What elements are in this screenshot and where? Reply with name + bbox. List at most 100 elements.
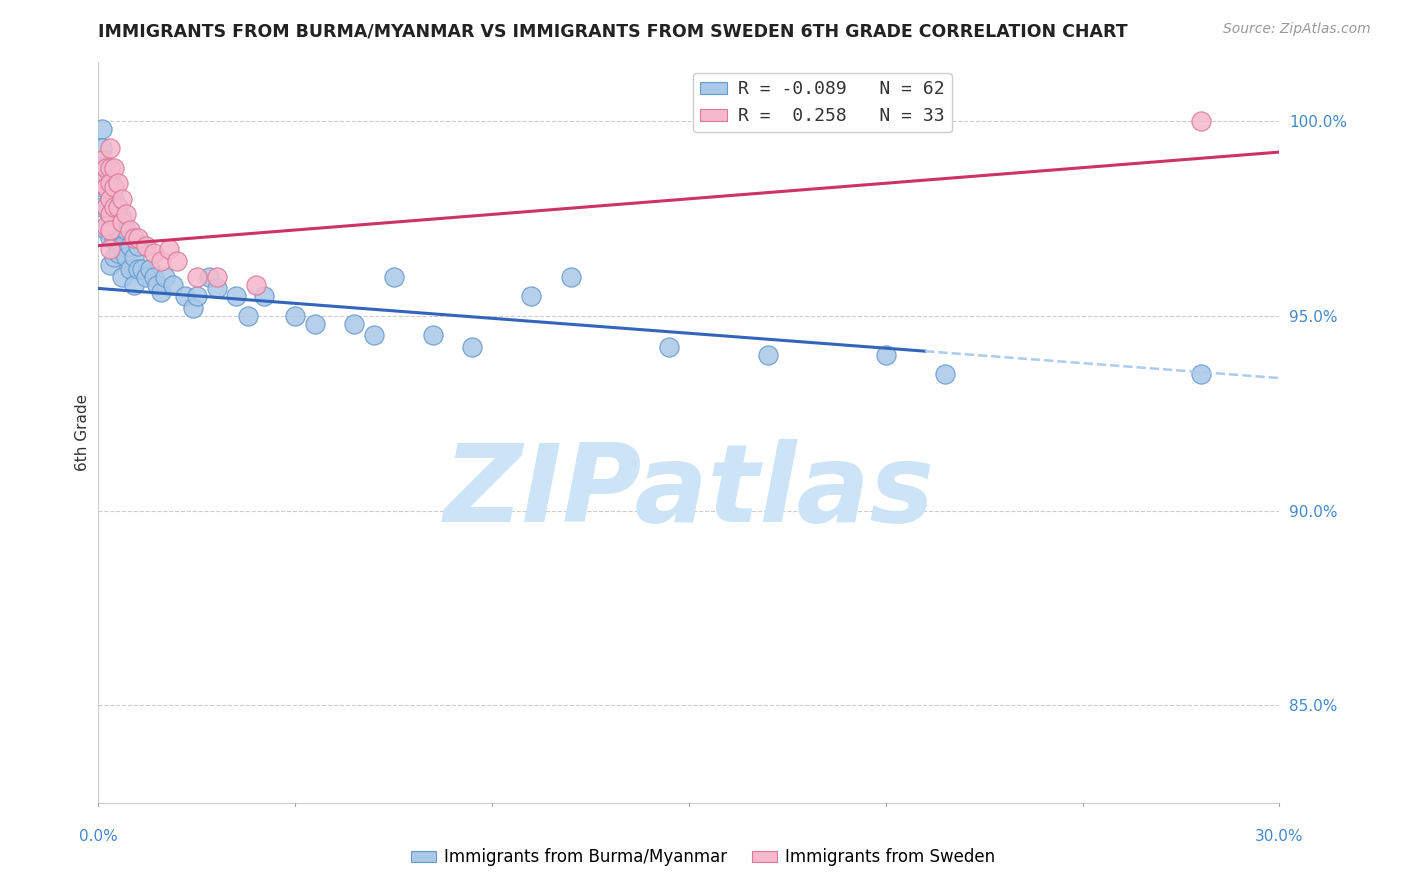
Point — [150, 254, 173, 268]
Point — [205, 269, 228, 284]
Point — [236, 309, 259, 323]
Point — [103, 161, 125, 175]
Point — [91, 153, 114, 167]
Point — [111, 238, 134, 252]
Point — [98, 258, 121, 272]
Point — [1189, 367, 1212, 381]
Point — [142, 246, 165, 260]
Point — [91, 180, 114, 194]
Point — [107, 200, 129, 214]
Point — [225, 289, 247, 303]
Text: 30.0%: 30.0% — [1256, 830, 1303, 844]
Point — [103, 180, 125, 194]
Point — [115, 250, 138, 264]
Text: 0.0%: 0.0% — [79, 830, 118, 844]
Point — [363, 328, 385, 343]
Point — [146, 277, 169, 292]
Point — [91, 176, 114, 190]
Point — [174, 289, 197, 303]
Point — [96, 219, 118, 233]
Point — [103, 192, 125, 206]
Point — [98, 207, 121, 221]
Point — [186, 289, 208, 303]
Point — [461, 340, 484, 354]
Point — [131, 262, 153, 277]
Point — [122, 231, 145, 245]
Point — [98, 176, 121, 190]
Point — [107, 246, 129, 260]
Point — [107, 223, 129, 237]
Point — [91, 161, 114, 175]
Point — [127, 262, 149, 277]
Point — [96, 180, 118, 194]
Point — [118, 238, 141, 252]
Point — [181, 301, 204, 315]
Point — [91, 121, 114, 136]
Text: IMMIGRANTS FROM BURMA/MYANMAR VS IMMIGRANTS FROM SWEDEN 6TH GRADE CORRELATION CH: IMMIGRANTS FROM BURMA/MYANMAR VS IMMIGRA… — [98, 22, 1128, 40]
Point — [98, 231, 121, 245]
Point — [111, 215, 134, 229]
Point — [96, 161, 118, 175]
Point — [103, 200, 125, 214]
Point — [1189, 114, 1212, 128]
Point — [98, 223, 121, 237]
Text: ZIPatlas: ZIPatlas — [443, 439, 935, 545]
Point — [107, 176, 129, 190]
Point — [98, 243, 121, 257]
Point — [111, 192, 134, 206]
Point — [91, 141, 114, 155]
Point — [96, 161, 118, 175]
Legend: Immigrants from Burma/Myanmar, Immigrants from Sweden: Immigrants from Burma/Myanmar, Immigrant… — [404, 842, 1002, 873]
Point — [875, 348, 897, 362]
Point — [205, 281, 228, 295]
Point — [127, 238, 149, 252]
Point — [115, 223, 138, 237]
Point — [98, 141, 121, 155]
Point — [127, 231, 149, 245]
Point — [658, 340, 681, 354]
Point — [118, 223, 141, 237]
Point — [98, 161, 121, 175]
Point — [138, 262, 160, 277]
Point — [284, 309, 307, 323]
Point — [103, 250, 125, 264]
Point — [98, 192, 121, 206]
Point — [98, 211, 121, 226]
Point — [122, 250, 145, 264]
Point — [96, 200, 118, 214]
Point — [111, 211, 134, 226]
Point — [135, 238, 157, 252]
Point — [253, 289, 276, 303]
Point — [934, 367, 956, 381]
Point — [186, 269, 208, 284]
Point — [166, 254, 188, 268]
Point — [150, 285, 173, 300]
Point — [96, 200, 118, 214]
Text: Source: ZipAtlas.com: Source: ZipAtlas.com — [1223, 22, 1371, 37]
Point — [197, 269, 219, 284]
Point — [157, 243, 180, 257]
Point — [245, 277, 267, 292]
Point — [122, 277, 145, 292]
Point — [103, 211, 125, 226]
Point — [382, 269, 405, 284]
Point — [111, 269, 134, 284]
Point — [91, 200, 114, 214]
Point — [96, 223, 118, 237]
Point — [343, 317, 366, 331]
Point — [98, 172, 121, 186]
Point — [115, 207, 138, 221]
Point — [135, 269, 157, 284]
Point — [107, 200, 129, 214]
Point — [155, 269, 177, 284]
Point — [304, 317, 326, 331]
Point — [142, 269, 165, 284]
Point — [560, 269, 582, 284]
Point — [103, 231, 125, 245]
Legend: R = -0.089   N = 62, R =  0.258   N = 33: R = -0.089 N = 62, R = 0.258 N = 33 — [693, 73, 952, 132]
Point — [422, 328, 444, 343]
Point — [98, 192, 121, 206]
Point — [96, 180, 118, 194]
Y-axis label: 6th Grade: 6th Grade — [75, 394, 90, 471]
Point — [520, 289, 543, 303]
